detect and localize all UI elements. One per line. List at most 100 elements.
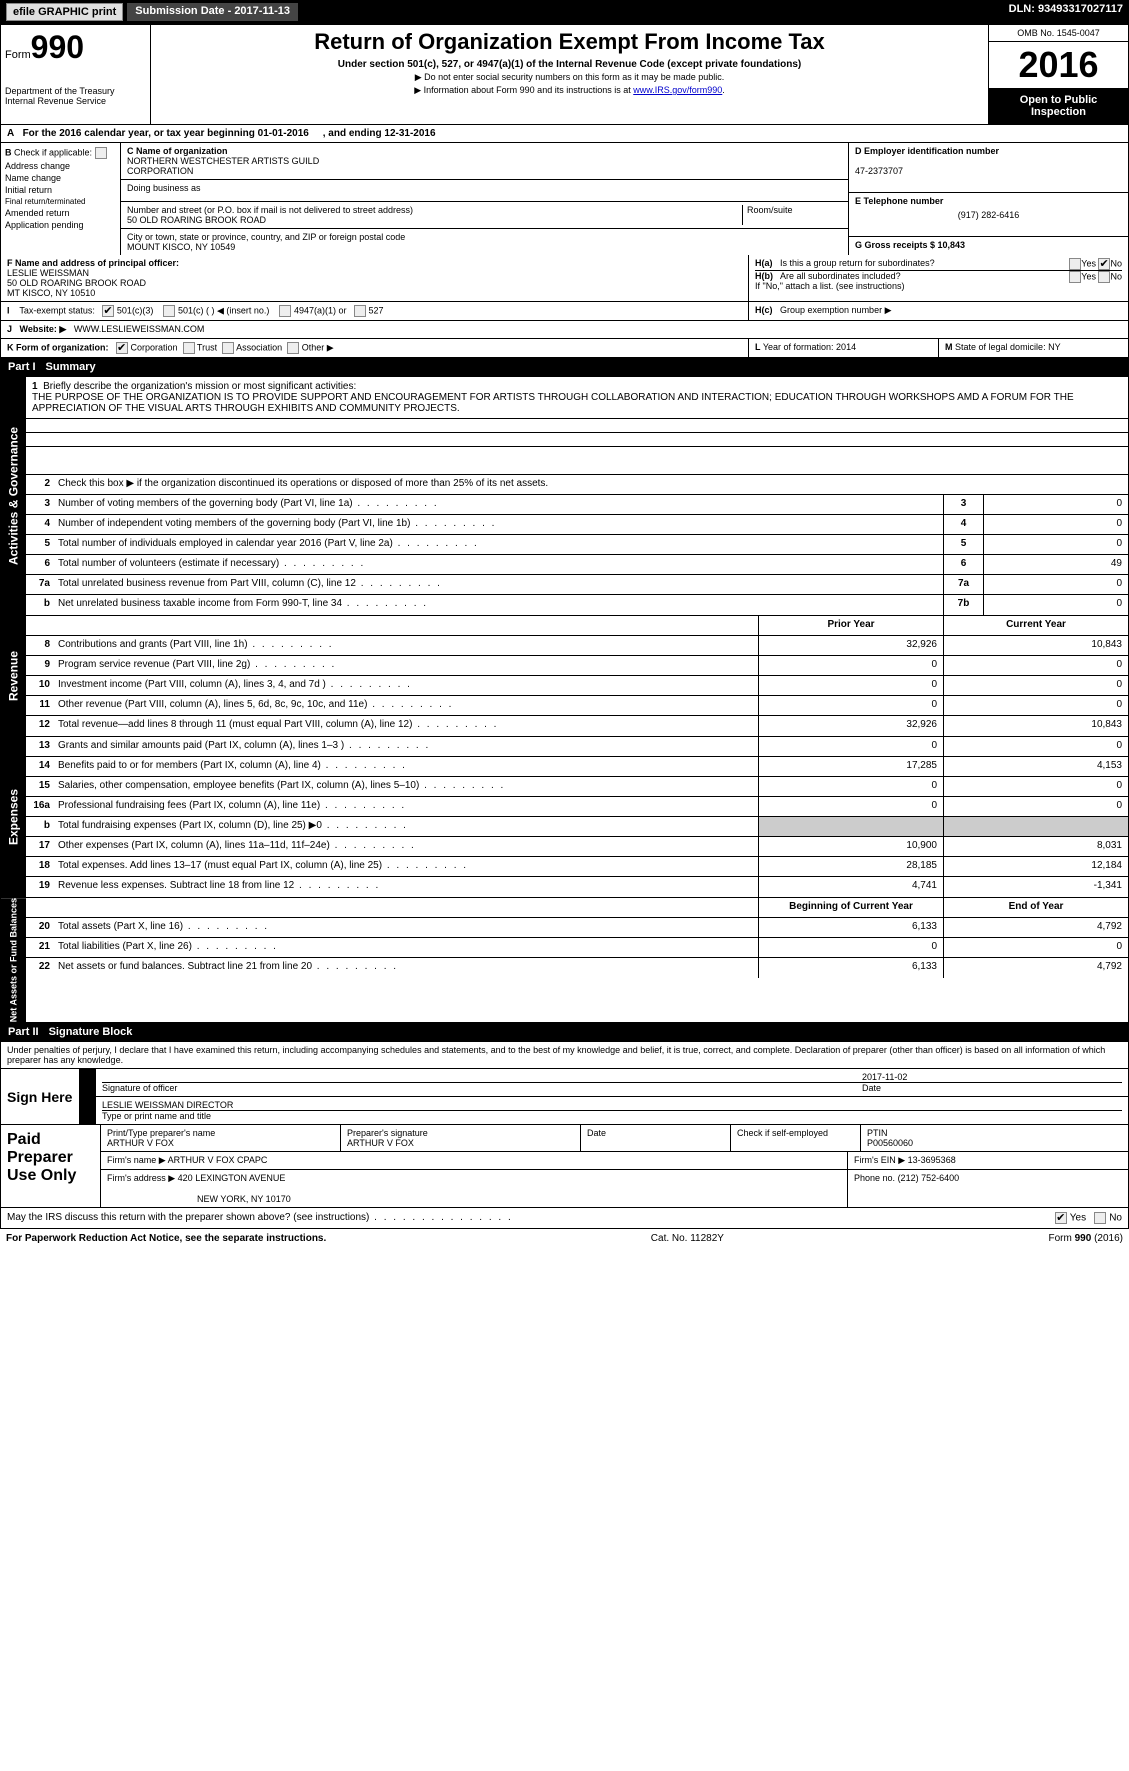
room-suite: Room/suite <box>742 205 842 225</box>
exp-line-13: 13Grants and similar amounts paid (Part … <box>26 737 1128 757</box>
sign-here-label: Sign Here <box>1 1069 81 1124</box>
irs-label: Internal Revenue Service <box>5 96 146 106</box>
gov-line-6: 6Total number of volunteers (estimate if… <box>26 555 1128 575</box>
cat-no: Cat. No. 11282Y <box>651 1233 724 1244</box>
principal-officer: F Name and address of principal officer:… <box>1 255 748 301</box>
h-section: H(a) Is this a group return for subordin… <box>748 255 1128 301</box>
sign-arrow-icon <box>81 1069 96 1124</box>
sig-name-line: LESLIE WEISSMAN DIRECTORType or print na… <box>96 1097 1128 1124</box>
net-line-21: 21Total liabilities (Part X, line 26)00 <box>26 938 1128 958</box>
chk-name: Name change <box>5 173 116 183</box>
chk-trust[interactable] <box>183 342 195 354</box>
form-number: Form990 <box>5 29 146 66</box>
chk-501c[interactable] <box>163 305 175 317</box>
chk-pending: Application pending <box>5 220 116 230</box>
row-i: I Tax-exempt status: 501(c)(3) 501(c) ( … <box>1 302 1128 321</box>
footer-last: For Paperwork Reduction Act Notice, see … <box>0 1229 1129 1248</box>
street-cell: Number and street (or P.O. box if mail i… <box>121 202 848 229</box>
chk-hb-no[interactable] <box>1098 271 1110 283</box>
gov-line-3: 3Number of voting members of the governi… <box>26 495 1128 515</box>
vtab-governance: Activities & Governance <box>1 377 26 615</box>
open-public: Open to Public Inspection <box>989 88 1128 124</box>
col-c: C Name of organization NORTHERN WESTCHES… <box>121 143 848 255</box>
chk-4947[interactable] <box>279 305 291 317</box>
revenue-block: Revenue Prior Year Current Year 8Contrib… <box>0 616 1129 737</box>
city-cell: City or town, state or province, country… <box>121 229 848 255</box>
exp-line-18: 18Total expenses. Add lines 13–17 (must … <box>26 857 1128 877</box>
header-bar: efile GRAPHIC print Submission Date - 20… <box>0 0 1129 24</box>
discuss-row: May the IRS discuss this return with the… <box>0 1208 1129 1229</box>
chk-final: Final return/terminated <box>5 197 116 206</box>
chk-discuss-yes[interactable] <box>1055 1212 1067 1224</box>
chk-ha-yes[interactable] <box>1069 258 1081 270</box>
row-a: A For the 2016 calendar year, or tax yea… <box>0 125 1129 143</box>
form-footer: Form 990 (2016) <box>1049 1233 1123 1244</box>
expenses-block: Expenses 13Grants and similar amounts pa… <box>0 737 1129 898</box>
governance-block: Activities & Governance 1 Briefly descri… <box>0 376 1129 616</box>
col-b: B Check if applicable: Address change Na… <box>1 143 121 255</box>
col-d: D Employer identification number 47-2373… <box>848 143 1128 255</box>
form-subtitle: Under section 501(c), 527, or 4947(a)(1)… <box>155 59 984 70</box>
blank-line-3 <box>26 447 1128 475</box>
mission-desc: 1 Briefly describe the organization's mi… <box>26 377 1128 419</box>
vtab-expenses: Expenses <box>1 737 26 897</box>
gross-cell: G Gross receipts $ 10,843 <box>849 237 1128 253</box>
blank-line-2 <box>26 433 1128 447</box>
net-header: Beginning of Current Year End of Year <box>26 898 1128 918</box>
exp-line-16a: 16aProfessional fundraising fees (Part I… <box>26 797 1128 817</box>
chk-hb-yes[interactable] <box>1069 271 1081 283</box>
lm-section: L Year of formation: 2014 M State of leg… <box>748 339 1128 357</box>
year-box: OMB No. 1545-0047 2016 Open to Public In… <box>988 25 1128 124</box>
vtab-netassets: Net Assets or Fund Balances <box>1 898 26 1022</box>
ssn-note: ▶ Do not enter social security numbers o… <box>155 72 984 83</box>
chk-initial: Initial return <box>5 185 116 195</box>
chk-other[interactable] <box>287 342 299 354</box>
exp-line-17: 17Other expenses (Part IX, column (A), l… <box>26 837 1128 857</box>
part2-header: Part II Signature Block <box>0 1023 1129 1041</box>
chk-amended: Amended return <box>5 208 116 218</box>
chk-501c3[interactable] <box>102 305 114 317</box>
form-title-box: Return of Organization Exempt From Incom… <box>151 25 988 124</box>
section-fhijk: F Name and address of principal officer:… <box>0 255 1129 358</box>
sig-officer-line: Signature of officer 2017-11-02Date <box>96 1069 1128 1097</box>
chk-applicable[interactable] <box>95 147 107 159</box>
ein-cell: D Employer identification number 47-2373… <box>849 143 1128 193</box>
gov-line-4: 4Number of independent voting members of… <box>26 515 1128 535</box>
exp-line-b: bTotal fundraising expenses (Part IX, co… <box>26 817 1128 837</box>
dln: DLN: 93493317027117 <box>1009 3 1123 21</box>
gov-line-b: bNet unrelated business taxable income f… <box>26 595 1128 615</box>
irs-link[interactable]: www.IRS.gov/form990 <box>633 85 722 95</box>
line-2: 2 Check this box ▶ if the organization d… <box>26 475 1128 495</box>
prep-addr-line: Firm's address ▶ 420 LEXINGTON AVENUENEW… <box>101 1170 1128 1207</box>
perjury-statement: Under penalties of perjury, I declare th… <box>1 1042 1128 1069</box>
net-line-20: 20Total assets (Part X, line 16)6,1334,7… <box>26 918 1128 938</box>
part1-header: Part I Summary <box>0 358 1129 376</box>
gov-line-7a: 7aTotal unrelated business revenue from … <box>26 575 1128 595</box>
preparer-section: Paid Preparer Use Only Print/Type prepar… <box>0 1125 1129 1208</box>
exp-line-14: 14Benefits paid to or for members (Part … <box>26 757 1128 777</box>
tax-exempt: I Tax-exempt status: 501(c)(3) 501(c) ( … <box>1 302 748 320</box>
chk-corp[interactable] <box>116 342 128 354</box>
section-bcd: B Check if applicable: Address change Na… <box>0 143 1129 255</box>
exp-line-15: 15Salaries, other compensation, employee… <box>26 777 1128 797</box>
chk-assoc[interactable] <box>222 342 234 354</box>
chk-527[interactable] <box>354 305 366 317</box>
rev-line-8: 8Contributions and grants (Part VIII, li… <box>26 636 1128 656</box>
hc-section: H(c) Group exemption number ▶ <box>748 302 1128 320</box>
form-id-box: Form990 Department of the Treasury Inter… <box>1 25 151 124</box>
chk-ha-no[interactable] <box>1098 258 1110 270</box>
prep-name-line: Print/Type preparer's nameARTHUR V FOX P… <box>101 1125 1128 1152</box>
signature-section: Under penalties of perjury, I declare th… <box>0 1041 1129 1125</box>
tax-year: 2016 <box>989 42 1128 88</box>
blank-line-1 <box>26 419 1128 433</box>
row-fh: F Name and address of principal officer:… <box>1 255 1128 302</box>
vtab-revenue: Revenue <box>1 616 26 736</box>
org-name-cell: C Name of organization NORTHERN WESTCHES… <box>121 143 848 180</box>
net-line-22: 22Net assets or fund balances. Subtract … <box>26 958 1128 978</box>
gov-line-5: 5Total number of individuals employed in… <box>26 535 1128 555</box>
row-j: J Website: ▶ WWW.LESLIEWEISSMAN.COM <box>1 321 1128 339</box>
sign-here-row: Sign Here Signature of officer 2017-11-0… <box>1 1069 1128 1124</box>
chk-discuss-no[interactable] <box>1094 1212 1106 1224</box>
netassets-block: Net Assets or Fund Balances Beginning of… <box>0 898 1129 1023</box>
efile-btn[interactable]: efile GRAPHIC print <box>6 3 123 21</box>
